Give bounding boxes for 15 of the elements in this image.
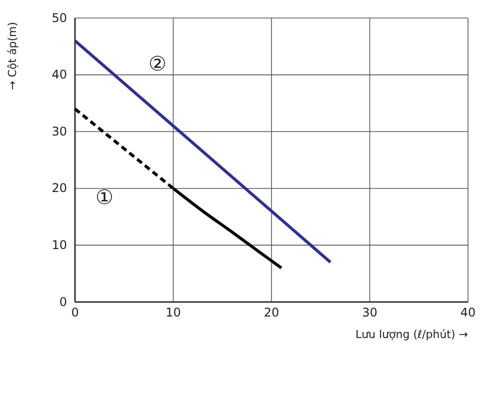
- x-tick-label: 0: [71, 306, 79, 320]
- y-tick-label: 50: [52, 10, 67, 25]
- x-tick-label: 40: [460, 306, 476, 320]
- y-tick-label: 30: [52, 124, 67, 138]
- x-axis-title: Lưu lượng (ℓ/phút) →: [355, 328, 468, 341]
- annotation: ②: [148, 51, 166, 76]
- x-tick-label: 10: [166, 306, 181, 320]
- y-tick-label: 0: [59, 294, 67, 309]
- y-axis-title: → Cột áp(m): [6, 22, 19, 90]
- y-tick-label: 40: [52, 68, 67, 82]
- y-tick-label: 10: [52, 238, 67, 252]
- y-tick-label: 20: [52, 181, 67, 196]
- annotation: ①: [96, 184, 114, 209]
- x-tick-label: 20: [264, 306, 280, 320]
- x-tick-label: 30: [362, 306, 378, 320]
